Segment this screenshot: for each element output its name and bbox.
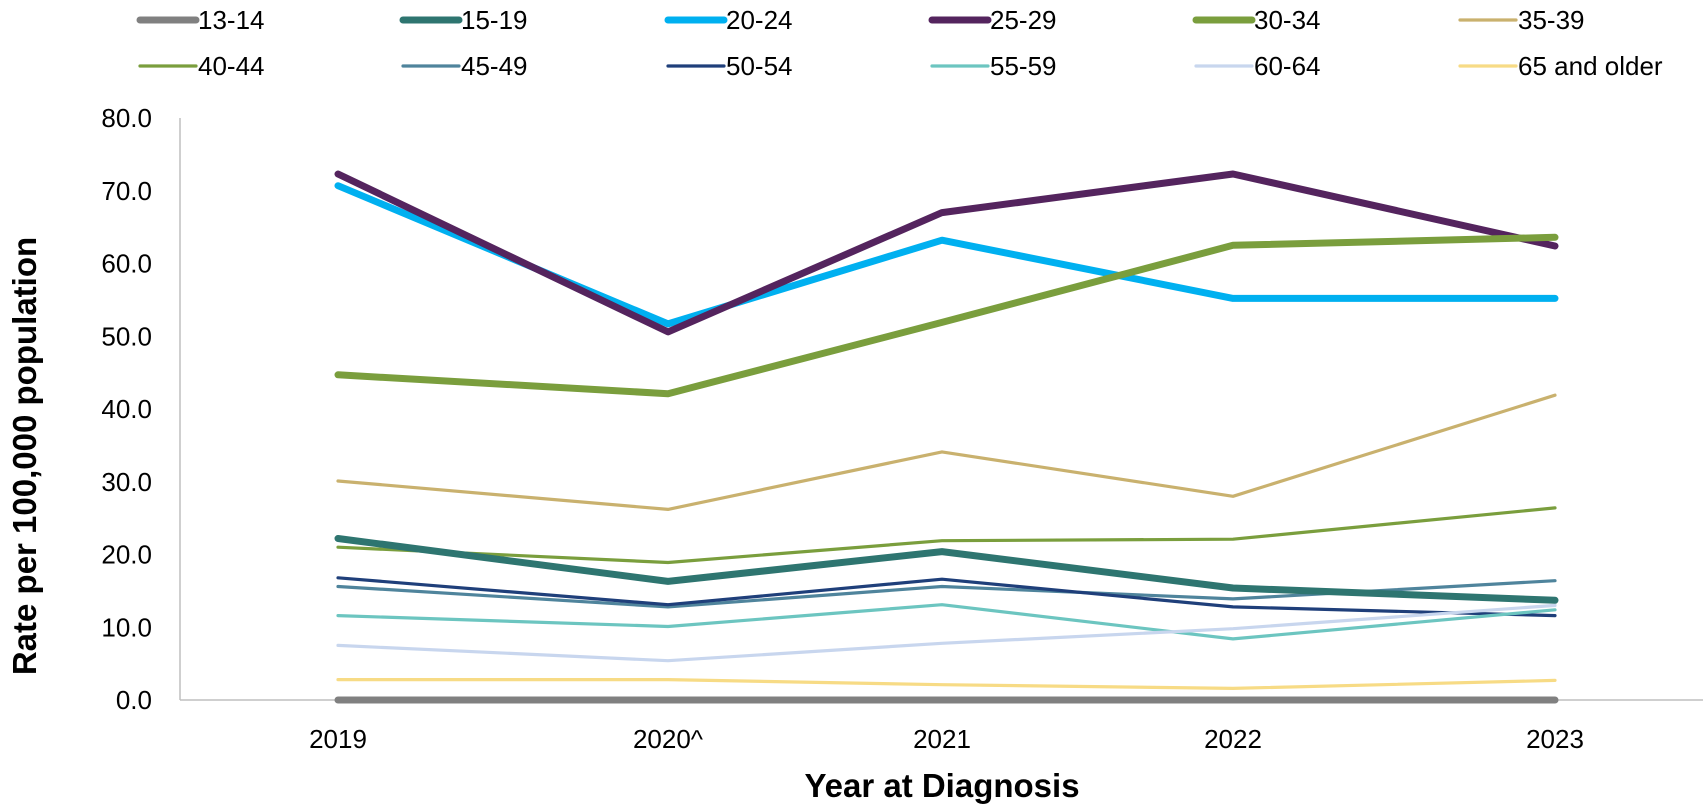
- legend-item-15-19: 15-19: [399, 5, 528, 35]
- x-axis: 2019 2020^ 2021 2022 2023: [309, 724, 1584, 754]
- legend-label-13-14: 13-14: [198, 5, 265, 35]
- y-axis: 0.0 10.0 20.0 30.0 40.0 50.0 60.0 70.0 80.0: [101, 103, 152, 715]
- y-tick-label-4: 40.0: [101, 394, 152, 424]
- x-tick-label-2019: 2019: [309, 724, 367, 754]
- y-tick-label-2: 20.0: [101, 540, 152, 570]
- x-tick-label-2023: 2023: [1526, 724, 1584, 754]
- legend-item-13-14: 13-14: [136, 5, 265, 35]
- series-line-40-44: [336, 506, 1557, 565]
- legend-label-30-34: 30-34: [1254, 5, 1321, 35]
- series-line-50-54: [336, 576, 1557, 618]
- legend-item-50-54: 50-54: [666, 51, 793, 81]
- legend-item-35-39: 35-39: [1458, 5, 1585, 35]
- legend-item-60-64: 60-64: [1194, 51, 1321, 81]
- legend-label-35-39: 35-39: [1518, 5, 1585, 35]
- legend-item-40-44: 40-44: [138, 51, 265, 81]
- y-tick-label-8: 80.0: [101, 103, 152, 133]
- legend-item-45-49: 45-49: [401, 51, 528, 81]
- legend: 13-14 15-19 20-24 25-29 30-34 35-39 40-44 45-49…: [136, 5, 1663, 81]
- y-tick-label-6: 60.0: [101, 249, 152, 279]
- series-line-60-64: [336, 603, 1557, 663]
- legend-item-30-34: 30-34: [1192, 5, 1321, 35]
- series-line-65-and-older: [336, 677, 1557, 691]
- series-lines: [334, 170, 1559, 704]
- legend-item-55-59: 55-59: [930, 51, 1057, 81]
- y-tick-label-7: 70.0: [101, 176, 152, 206]
- x-tick-label-2021: 2021: [913, 724, 971, 754]
- legend-label-25-29: 25-29: [990, 5, 1057, 35]
- y-tick-label-1: 10.0: [101, 612, 152, 642]
- legend-item-20-24: 20-24: [664, 5, 793, 35]
- legend-item-25-29: 25-29: [928, 5, 1057, 35]
- series-line-55-59: [336, 603, 1557, 641]
- series-line-15-19: [334, 535, 1559, 604]
- y-axis-title: Rate per 100,000 population: [6, 237, 43, 675]
- series-line-25-29: [334, 170, 1559, 336]
- y-tick-label-3: 30.0: [101, 467, 152, 497]
- legend-label-45-49: 45-49: [461, 51, 528, 81]
- x-tick-label-2020: 2020^: [633, 724, 704, 754]
- legend-item-65-and-older: 65 and older: [1458, 51, 1663, 81]
- y-tick-label-0: 0.0: [116, 685, 152, 715]
- legend-label-60-64: 60-64: [1254, 51, 1321, 81]
- y-tick-label-5: 50.0: [101, 321, 152, 351]
- series-line-30-34: [334, 233, 1559, 398]
- x-axis-title: Year at Diagnosis: [804, 767, 1079, 804]
- series-line-35-39: [336, 393, 1557, 511]
- legend-label-15-19: 15-19: [461, 5, 528, 35]
- legend-label-40-44: 40-44: [198, 51, 265, 81]
- legend-label-65-and-older: 65 and older: [1518, 51, 1663, 81]
- legend-label-20-24: 20-24: [726, 5, 793, 35]
- legend-label-50-54: 50-54: [726, 51, 793, 81]
- x-tick-label-2022: 2022: [1204, 724, 1262, 754]
- legend-label-55-59: 55-59: [990, 51, 1057, 81]
